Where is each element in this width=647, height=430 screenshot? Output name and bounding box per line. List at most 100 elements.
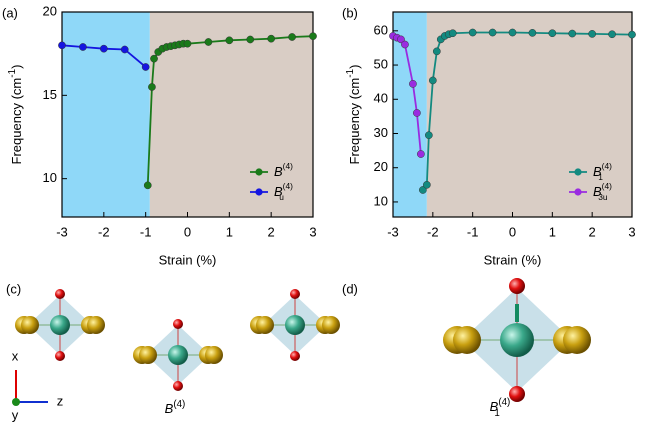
y-axis-label-end: ) bbox=[9, 65, 24, 69]
x-tick-label: -1 bbox=[140, 224, 152, 239]
data-point bbox=[628, 30, 636, 39]
label-name: B bbox=[593, 164, 602, 179]
data-point bbox=[58, 41, 66, 50]
data-point bbox=[508, 28, 517, 37]
data-point bbox=[468, 28, 477, 37]
atom-cluster bbox=[443, 278, 591, 402]
data-point bbox=[150, 54, 158, 63]
legend-marker bbox=[255, 168, 263, 176]
label: B(4) bbox=[274, 161, 293, 179]
label-subscript: 3u bbox=[598, 192, 608, 202]
shaded-region bbox=[426, 12, 632, 217]
y-tick-label: 10 bbox=[43, 170, 57, 185]
x-axis-label: Strain (%) bbox=[484, 252, 542, 267]
label-name: B bbox=[165, 401, 174, 416]
x-tick-label: 1 bbox=[226, 224, 233, 239]
x-tick-label: -2 bbox=[427, 224, 439, 239]
label-superscript: (4) bbox=[173, 399, 185, 410]
legend-marker bbox=[574, 188, 582, 196]
data-point bbox=[428, 76, 437, 85]
label-superscript: (4) bbox=[602, 181, 612, 191]
y-tick-label: 10 bbox=[374, 193, 388, 208]
y-tick-label: 60 bbox=[374, 22, 388, 37]
data-point bbox=[148, 83, 156, 91]
data-point bbox=[204, 38, 213, 46]
label: B(4) bbox=[165, 399, 186, 417]
data-point bbox=[79, 43, 87, 51]
data-point bbox=[143, 181, 152, 190]
data-point bbox=[401, 40, 409, 49]
x-axis-label: Strain (%) bbox=[159, 252, 217, 267]
atom-cluster bbox=[15, 289, 105, 361]
label: B(4) 1 bbox=[490, 397, 511, 419]
label: B(4) 1 bbox=[593, 161, 612, 182]
y-axis-label-text: Frequency (cm bbox=[347, 78, 362, 165]
label-name: B bbox=[274, 184, 283, 199]
label: B(4) 3u bbox=[593, 181, 612, 202]
data-point bbox=[548, 29, 557, 38]
label-subscript: 1 bbox=[598, 172, 603, 182]
y-axis-label-end: ) bbox=[347, 65, 362, 69]
data-point bbox=[413, 109, 421, 117]
data-point bbox=[309, 32, 317, 41]
data-point bbox=[397, 35, 405, 44]
data-point bbox=[120, 45, 129, 54]
label-superscript: (4) bbox=[283, 181, 293, 191]
y-axis-label: Frequency (cm-1) bbox=[7, 65, 25, 165]
label-subscript: u bbox=[279, 192, 284, 202]
label-superscript: (4) bbox=[602, 161, 612, 171]
x-tick-label: 2 bbox=[268, 224, 275, 239]
plot-frame bbox=[392, 11, 633, 218]
shaded-region bbox=[62, 12, 150, 217]
x-tick-label: -2 bbox=[98, 224, 110, 239]
data-point bbox=[99, 44, 108, 53]
data-point bbox=[183, 39, 192, 48]
molecules: x y z (c) (d) bbox=[6, 278, 591, 422]
data-point bbox=[417, 150, 425, 158]
axes-glyph: x y z bbox=[12, 348, 64, 422]
x-tick-label: 2 bbox=[589, 224, 596, 239]
x-tick-label: 1 bbox=[549, 224, 556, 239]
label: B(4) u bbox=[274, 181, 293, 202]
x-tick-label: 0 bbox=[509, 224, 516, 239]
x-tick-label: 3 bbox=[309, 224, 316, 239]
shaded-region bbox=[393, 12, 427, 217]
axis-y: y bbox=[12, 407, 19, 422]
panel-label: (a) bbox=[2, 5, 18, 20]
atom-cluster bbox=[133, 319, 223, 391]
y-axis-label-sup: -1 bbox=[345, 68, 356, 77]
x-tick-label: -3 bbox=[56, 224, 68, 239]
y-axis-label-text: Frequency (cm bbox=[9, 78, 24, 165]
y-tick-label: 50 bbox=[374, 56, 388, 71]
panel-label: (d) bbox=[342, 281, 358, 296]
data-point bbox=[409, 80, 417, 88]
data-point bbox=[246, 35, 255, 44]
data-point bbox=[419, 186, 427, 194]
x-tick-label: 0 bbox=[184, 224, 191, 239]
data-point bbox=[568, 29, 577, 38]
y-tick-label: 40 bbox=[374, 91, 388, 106]
label-name: B bbox=[274, 164, 283, 179]
data-point bbox=[423, 180, 431, 189]
y-axis-label: Frequency (cm-1) bbox=[345, 65, 363, 165]
label-name: B bbox=[490, 399, 499, 414]
data-point bbox=[141, 63, 150, 71]
x-tick-label: -1 bbox=[467, 224, 479, 239]
x-tick-label: 3 bbox=[628, 224, 635, 239]
y-tick-label: 30 bbox=[374, 125, 388, 140]
data-point bbox=[588, 30, 597, 38]
axis-z: z bbox=[57, 393, 64, 408]
axis-x: x bbox=[12, 348, 19, 363]
y-tick-label: 15 bbox=[43, 87, 57, 102]
data-point bbox=[528, 29, 537, 37]
panel-label: (c) bbox=[6, 281, 21, 296]
data-point bbox=[448, 29, 457, 38]
legend-marker bbox=[574, 168, 582, 176]
atom-cluster bbox=[250, 289, 340, 361]
data-point bbox=[225, 36, 234, 45]
data-point bbox=[608, 30, 616, 39]
x-tick-label: -3 bbox=[387, 224, 399, 239]
legend-marker bbox=[255, 188, 263, 196]
data-point bbox=[488, 28, 497, 37]
